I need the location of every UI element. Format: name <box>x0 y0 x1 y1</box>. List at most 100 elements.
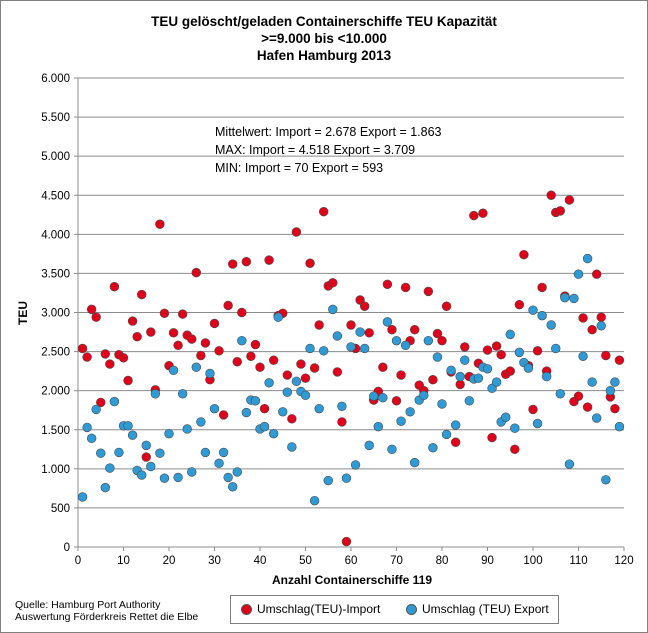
x-tick-label: 30 <box>208 555 221 567</box>
import-point <box>387 324 397 335</box>
chart-title-line-1: TEU gelöscht/geladen Containerschiffe TE… <box>151 14 497 29</box>
import-point <box>187 334 197 344</box>
import-point <box>250 339 261 350</box>
export-point <box>396 416 406 426</box>
annotation-min: MIN: Import = 70 Export = 593 <box>215 161 383 175</box>
export-point <box>601 475 611 485</box>
import-point <box>300 373 311 383</box>
import-point <box>218 410 229 420</box>
import-point <box>564 195 575 205</box>
export-point <box>164 428 174 439</box>
export-point <box>428 443 438 453</box>
import-point <box>505 366 515 376</box>
import-point <box>177 309 188 319</box>
source-line-2: Auswertung Förderkreis Rettet die Elbe <box>15 611 199 623</box>
export-point <box>86 433 97 444</box>
export-point <box>464 396 474 406</box>
export-point <box>355 327 365 337</box>
export-point <box>223 472 233 483</box>
export-point <box>291 376 302 386</box>
import-point <box>159 308 170 318</box>
import-point <box>428 375 438 385</box>
x-tick-label: 70 <box>390 555 403 567</box>
export-point <box>141 440 151 451</box>
export-point <box>482 364 493 374</box>
export-point <box>378 393 388 403</box>
import-point <box>596 312 606 322</box>
export-point <box>573 269 584 279</box>
chart-title-line-2: >=9.000 bis <10.000 <box>261 31 387 46</box>
import-point <box>396 370 406 380</box>
export-point <box>555 389 565 399</box>
export-point <box>146 461 156 472</box>
import-point <box>259 403 270 414</box>
import-point <box>241 256 252 267</box>
import-point <box>209 318 220 329</box>
import-point <box>91 312 101 322</box>
import-point <box>200 338 211 348</box>
import-point <box>469 210 479 221</box>
import-point <box>228 259 238 269</box>
import-point <box>587 324 597 335</box>
x-tick-label: 40 <box>254 555 267 567</box>
import-point <box>232 357 242 367</box>
y-tick-label: 3.500 <box>41 268 70 280</box>
import-point <box>614 355 625 365</box>
y-tick-label: 2.000 <box>41 386 70 398</box>
export-point <box>205 368 215 379</box>
import-point <box>237 307 247 318</box>
import-point <box>610 403 620 414</box>
export-point <box>159 473 170 483</box>
export-point <box>614 421 625 432</box>
source-line-1: Quelle: Hamburg Port Authority <box>15 599 161 611</box>
export-point <box>491 377 502 387</box>
export-point <box>350 460 361 470</box>
y-tick-label: 1.500 <box>41 425 70 437</box>
import-point <box>118 353 129 363</box>
legend-item-export: Umschlag (TEU) Export <box>406 602 549 616</box>
x-tick-label: 110 <box>569 555 587 567</box>
import-point <box>296 359 306 369</box>
import-point <box>487 432 497 443</box>
export-point <box>228 482 238 492</box>
import-point <box>432 328 443 339</box>
source-note: Quelle: Hamburg Port Authority Auswertun… <box>15 599 198 623</box>
x-tick-label: 0 <box>75 555 81 567</box>
export-point <box>455 371 465 382</box>
import-point <box>155 219 165 229</box>
export-point <box>137 470 147 480</box>
export-point <box>96 448 106 458</box>
export-point <box>282 387 292 397</box>
export-point <box>569 293 579 304</box>
export-point <box>123 421 133 431</box>
export-point <box>237 335 247 346</box>
export-point <box>523 363 534 373</box>
import-point <box>173 340 183 351</box>
export-point <box>605 385 616 396</box>
import-point <box>528 404 538 415</box>
import-point <box>214 346 224 356</box>
legend-marker-import <box>241 603 252 615</box>
import-point <box>282 370 292 380</box>
export-point <box>432 352 443 362</box>
export-point <box>91 404 101 415</box>
import-point <box>291 227 302 237</box>
import-point <box>86 304 97 315</box>
export-point <box>560 292 570 303</box>
import-point <box>255 362 265 372</box>
import-point <box>127 316 138 326</box>
x-axis-title: Anzahl Containerschiffe 119 <box>272 573 432 587</box>
import-point <box>132 332 142 342</box>
y-axis-title: TEU <box>16 301 30 325</box>
x-tick-label: 60 <box>345 555 358 567</box>
y-tick-label: 4.000 <box>41 229 70 241</box>
export-point <box>268 428 279 439</box>
import-point <box>496 350 506 360</box>
import-point <box>478 208 488 218</box>
legend: Umschlag(TEU)-Import Umschlag (TEU) Expo… <box>230 595 559 624</box>
import-point <box>146 327 156 337</box>
import-point <box>591 269 602 279</box>
y-tick-label: 5.000 <box>41 151 70 163</box>
export-point <box>501 412 511 422</box>
import-point <box>328 278 338 288</box>
